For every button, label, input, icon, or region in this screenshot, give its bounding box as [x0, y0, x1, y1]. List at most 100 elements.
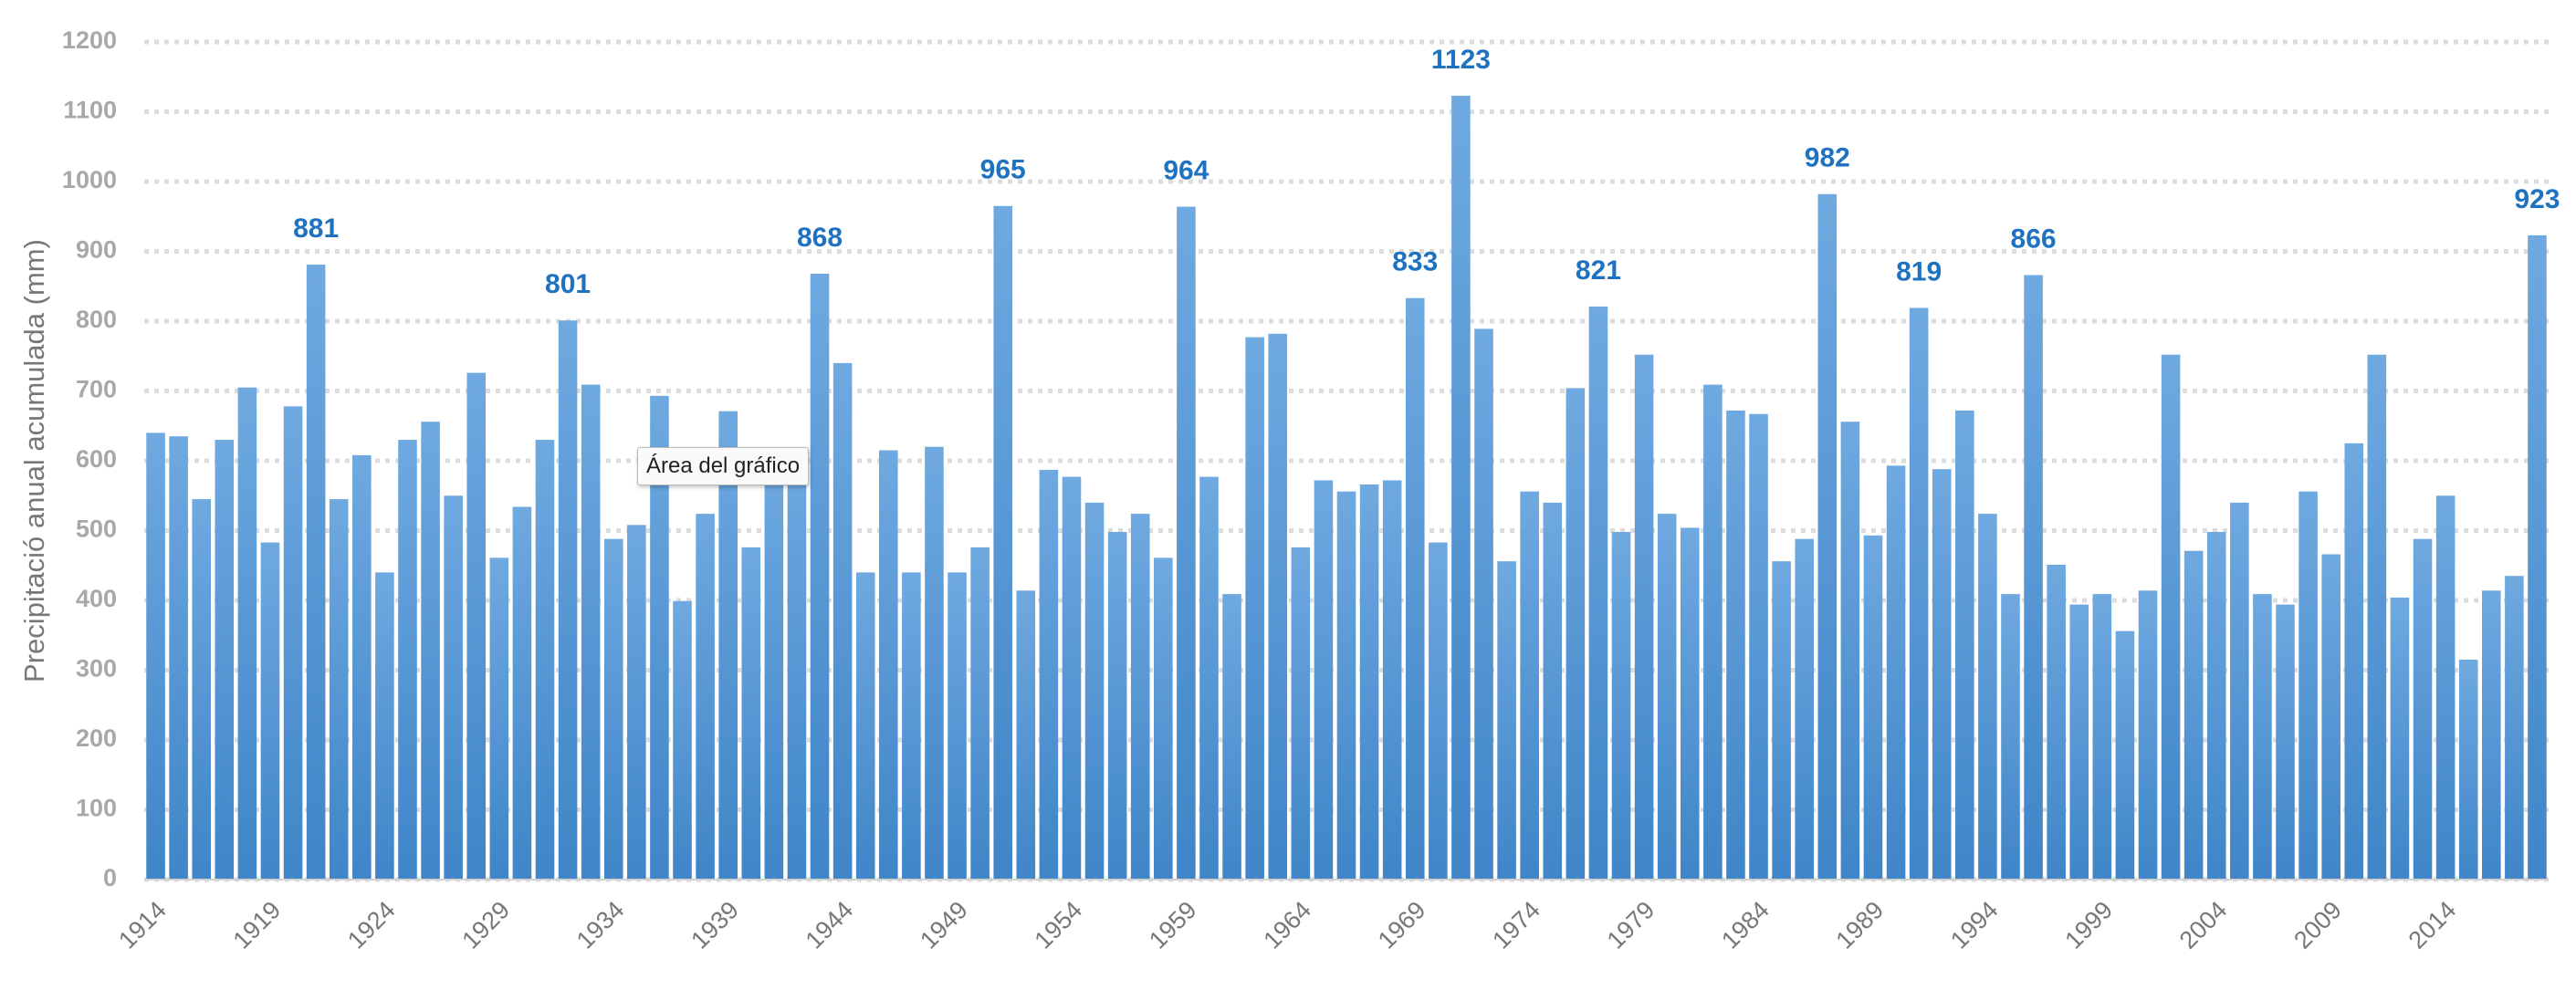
bar — [1245, 337, 1264, 880]
bar — [993, 205, 1012, 880]
bar — [558, 320, 578, 880]
bar — [2367, 354, 2387, 880]
value-label: 833 — [1392, 247, 1438, 277]
bar — [1199, 476, 1219, 880]
bar — [1840, 422, 1860, 880]
bar — [2206, 532, 2226, 880]
bar — [1107, 532, 1127, 880]
bar — [2069, 604, 2089, 880]
bar — [1497, 561, 1516, 880]
bar — [146, 432, 165, 880]
y-tick-label: 700 — [76, 376, 117, 403]
y-tick-label: 900 — [76, 236, 117, 264]
bar — [444, 495, 463, 880]
bar — [489, 557, 509, 880]
x-tick-label: 1934 — [571, 896, 630, 954]
bar — [1886, 465, 1906, 880]
bar — [2001, 594, 2020, 880]
bar — [375, 572, 394, 880]
bar — [1429, 542, 1448, 880]
bar — [855, 572, 875, 880]
x-tick-label: 1954 — [1030, 896, 1088, 954]
bar — [1520, 491, 1539, 880]
bar — [1932, 469, 1952, 880]
bar — [2435, 495, 2456, 880]
bar — [1130, 514, 1150, 880]
bar — [2230, 502, 2249, 880]
bar — [718, 411, 738, 880]
x-tick-label: 1929 — [456, 896, 515, 954]
bar — [2183, 550, 2204, 880]
value-label: 801 — [545, 269, 591, 299]
bar — [1062, 476, 1082, 880]
bar — [169, 436, 188, 880]
y-tick-label: 0 — [103, 864, 117, 891]
bar — [2047, 564, 2066, 880]
bar — [2344, 443, 2364, 880]
bar — [1978, 514, 1997, 880]
bar — [1955, 410, 1974, 880]
x-tick-label: 2009 — [2288, 896, 2347, 954]
x-tick-label: 1924 — [342, 896, 401, 954]
bar — [1772, 561, 1791, 880]
bar — [1909, 307, 1929, 880]
bar — [1177, 206, 1196, 880]
bar — [1016, 590, 1036, 880]
bar — [306, 265, 326, 880]
bar — [398, 440, 417, 880]
bar — [1795, 538, 1814, 880]
bar — [1451, 95, 1471, 880]
bar — [2482, 590, 2501, 880]
x-tick-label: 1964 — [1258, 896, 1316, 954]
bar — [1749, 413, 1768, 880]
value-label: 964 — [1163, 155, 1209, 185]
bar — [2413, 538, 2433, 880]
bar — [2138, 590, 2158, 880]
bar — [581, 384, 601, 880]
value-label: 982 — [1805, 143, 1850, 173]
x-tick-label: 1994 — [1945, 896, 2004, 954]
bar — [1336, 491, 1356, 880]
bar — [1359, 484, 1379, 880]
bar — [1405, 297, 1425, 880]
bar — [925, 446, 944, 880]
bar — [352, 454, 372, 880]
x-tick-label: 1944 — [801, 896, 859, 954]
bar — [512, 506, 532, 880]
bar — [948, 572, 967, 880]
x-tick-label: 1919 — [228, 896, 287, 954]
x-tick-label: 1984 — [1716, 896, 1775, 954]
bar — [1588, 306, 1608, 880]
x-tick-label: 1914 — [113, 896, 172, 954]
bar — [603, 538, 623, 880]
bar — [283, 406, 303, 880]
value-label: 1123 — [1431, 45, 1491, 75]
y-tick-label: 400 — [76, 585, 117, 612]
bar — [970, 547, 990, 880]
bar — [810, 273, 830, 880]
bar — [192, 499, 211, 880]
bar — [1314, 480, 1334, 880]
bar — [741, 547, 761, 880]
bar — [1543, 502, 1563, 880]
value-label: 881 — [293, 214, 339, 244]
bar — [787, 452, 807, 880]
bar — [650, 395, 669, 880]
bar — [1291, 547, 1311, 880]
bar — [832, 362, 853, 880]
y-tick-label: 1200 — [62, 26, 117, 54]
x-tick-label: 2004 — [2174, 896, 2233, 954]
bar — [673, 600, 692, 880]
bar — [237, 387, 257, 880]
bar — [1863, 535, 1883, 880]
x-tick-label: 1989 — [1831, 896, 1890, 954]
bar — [1657, 514, 1677, 880]
value-label: 866 — [2011, 224, 2057, 254]
bar — [2321, 554, 2340, 880]
bar — [1703, 384, 1723, 880]
bar — [1222, 594, 1241, 880]
y-tick-label: 800 — [76, 306, 117, 333]
y-tick-label: 1000 — [62, 166, 117, 193]
value-label: 821 — [1576, 255, 1621, 286]
